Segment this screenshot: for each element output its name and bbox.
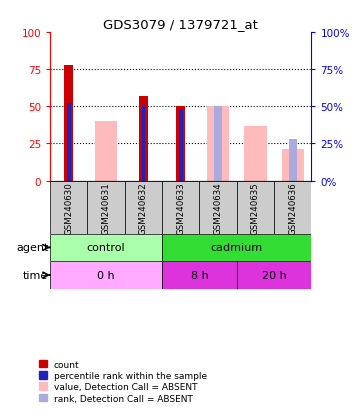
Bar: [162, 234, 311, 261]
Bar: [199, 181, 237, 234]
Bar: [67, 104, 71, 181]
Text: GSM240630: GSM240630: [64, 181, 73, 234]
Bar: [125, 181, 162, 234]
Bar: [87, 181, 125, 234]
Bar: [139, 97, 148, 181]
Text: time: time: [23, 271, 48, 280]
Bar: [274, 181, 311, 234]
Text: cadmium: cadmium: [211, 243, 263, 253]
Text: agent: agent: [16, 243, 48, 253]
Bar: [237, 181, 274, 234]
Text: 0 h: 0 h: [97, 271, 115, 280]
Text: GSM240634: GSM240634: [214, 181, 223, 234]
Text: 8 h: 8 h: [190, 271, 208, 280]
Bar: [237, 261, 311, 289]
Text: GSM240636: GSM240636: [288, 181, 297, 234]
Text: GSM240633: GSM240633: [176, 181, 185, 234]
Text: GSM240632: GSM240632: [139, 181, 148, 234]
Bar: [162, 181, 199, 234]
Bar: [289, 140, 296, 181]
Bar: [162, 261, 237, 289]
Bar: [207, 107, 229, 181]
Bar: [179, 110, 183, 181]
Text: GSM240635: GSM240635: [251, 181, 260, 234]
Text: 20 h: 20 h: [262, 271, 286, 280]
Text: GSM240631: GSM240631: [102, 181, 111, 234]
Bar: [50, 181, 87, 234]
Text: control: control: [87, 243, 125, 253]
Bar: [50, 234, 162, 261]
Legend: count, percentile rank within the sample, value, Detection Call = ABSENT, rank, : count, percentile rank within the sample…: [37, 358, 209, 404]
Title: GDS3079 / 1379721_at: GDS3079 / 1379721_at: [103, 17, 258, 31]
Bar: [64, 66, 73, 181]
Bar: [50, 261, 162, 289]
Bar: [95, 122, 117, 181]
Bar: [142, 107, 145, 181]
Bar: [176, 107, 185, 181]
Bar: [214, 107, 222, 181]
Bar: [282, 150, 304, 181]
Bar: [244, 126, 267, 181]
